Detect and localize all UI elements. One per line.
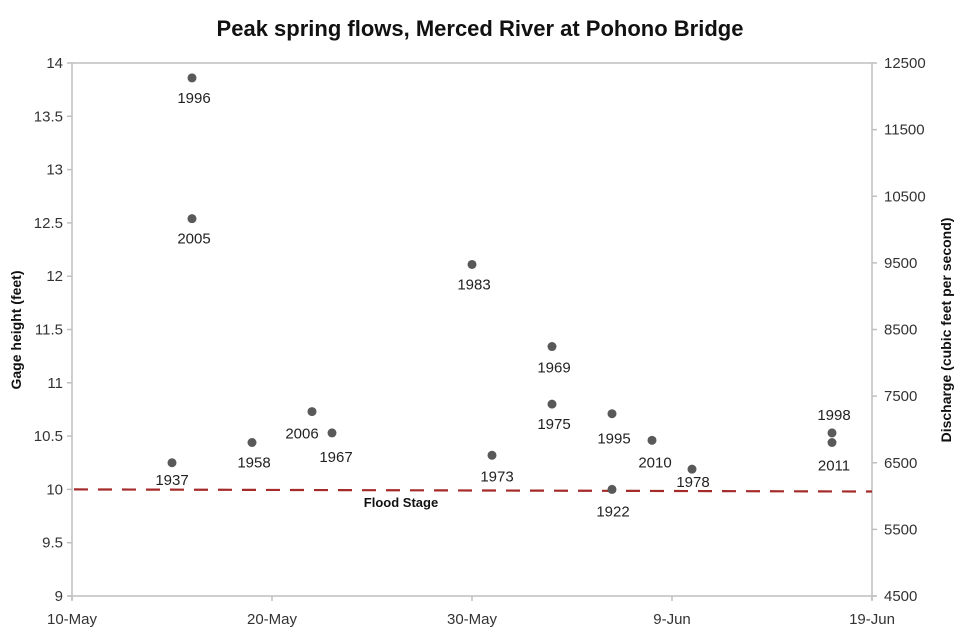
x-tick-label: 20-May — [247, 611, 298, 628]
y2-tick-label: 7500 — [884, 388, 917, 405]
y2-tick-label: 6500 — [884, 455, 917, 472]
y-tick-label: 14 — [46, 55, 63, 72]
y-axis-left: 9 9.5 10 10.5 11 11.5 12 12.5 13 13.5 14 — [34, 55, 72, 605]
x-tick-label: 19-Jun — [849, 611, 895, 628]
data-point: 2011 — [818, 437, 850, 474]
y2-axis-title: Discharge (cubic feet per second) — [938, 218, 954, 443]
point-label: 1975 — [537, 416, 570, 433]
x-axis: 10-May 20-May 30-May 9-Jun 19-Jun — [47, 596, 895, 628]
point-label: 1998 — [817, 407, 850, 424]
y2-tick-label: 5500 — [884, 521, 917, 538]
point-label: 1978 — [676, 474, 709, 491]
data-point: 1958 — [237, 437, 271, 471]
y-tick-label: 12 — [46, 268, 63, 285]
point-label: 1995 — [597, 431, 630, 448]
y2-tick-label: 9500 — [884, 255, 917, 272]
y-tick-label: 9.5 — [42, 535, 63, 552]
data-point: 2005 — [177, 214, 211, 248]
flood-stage-label: Flood Stage — [364, 495, 438, 510]
point-label: 2005 — [177, 231, 210, 248]
point-label: 1958 — [237, 454, 270, 471]
y2-tick-label: 10500 — [884, 188, 926, 205]
point-label: 1922 — [596, 503, 629, 520]
data-point: 1975 — [537, 399, 571, 433]
data-point: 1967 — [319, 428, 353, 466]
data-point: 2006 — [285, 407, 319, 443]
data-point: 1969 — [537, 342, 571, 377]
point-label: 2011 — [818, 457, 850, 474]
point-label: 1969 — [537, 360, 570, 377]
x-tick-label: 10-May — [47, 611, 98, 628]
point-label: 1996 — [177, 90, 210, 107]
point-label: 1973 — [480, 468, 513, 485]
y2-tick-label: 4500 — [884, 588, 917, 605]
y-axis-right: 4500 5500 6500 7500 8500 9500 10500 11500 12500 — [872, 55, 926, 605]
data-point: 1937 — [155, 458, 189, 489]
plot-area — [68, 62, 876, 600]
point-label: 1967 — [319, 449, 352, 466]
chart-title: Peak spring flows, Merced River at Pohon… — [217, 16, 744, 41]
y-tick-label: 10.5 — [34, 428, 63, 445]
y-tick-label: 12.5 — [34, 215, 63, 232]
point-label: 2006 — [285, 426, 318, 443]
y-tick-label: 11 — [47, 375, 63, 392]
y2-tick-label: 8500 — [884, 322, 917, 339]
data-point: 1973 — [480, 450, 514, 485]
x-tick-label: 30-May — [447, 611, 498, 628]
data-point: 1983 — [457, 259, 491, 293]
x-tick-label: 9-Jun — [653, 611, 691, 628]
y2-tick-label: 11500 — [884, 122, 925, 139]
y-axis-title: Gage height (feet) — [8, 270, 24, 389]
y2-tick-label: 12500 — [884, 55, 926, 72]
point-label: 1983 — [457, 276, 490, 293]
data-point: 1996 — [177, 73, 211, 107]
data-point: 1922 — [596, 484, 630, 520]
data-point: 1998 — [817, 407, 851, 438]
y-tick-label: 9 — [55, 588, 63, 605]
y-tick-label: 10 — [46, 481, 63, 498]
flood-stage-line: Flood Stage — [73, 488, 873, 510]
data-point: 2010 — [638, 435, 672, 471]
data-point: 1978 — [676, 464, 710, 491]
point-label: 1937 — [155, 472, 188, 489]
y-tick-label: 13.5 — [34, 108, 63, 125]
y-tick-label: 13 — [46, 162, 63, 179]
point-label: 2010 — [638, 454, 671, 471]
y-tick-label: 11.5 — [35, 322, 63, 339]
data-point: 1995 — [597, 409, 631, 448]
